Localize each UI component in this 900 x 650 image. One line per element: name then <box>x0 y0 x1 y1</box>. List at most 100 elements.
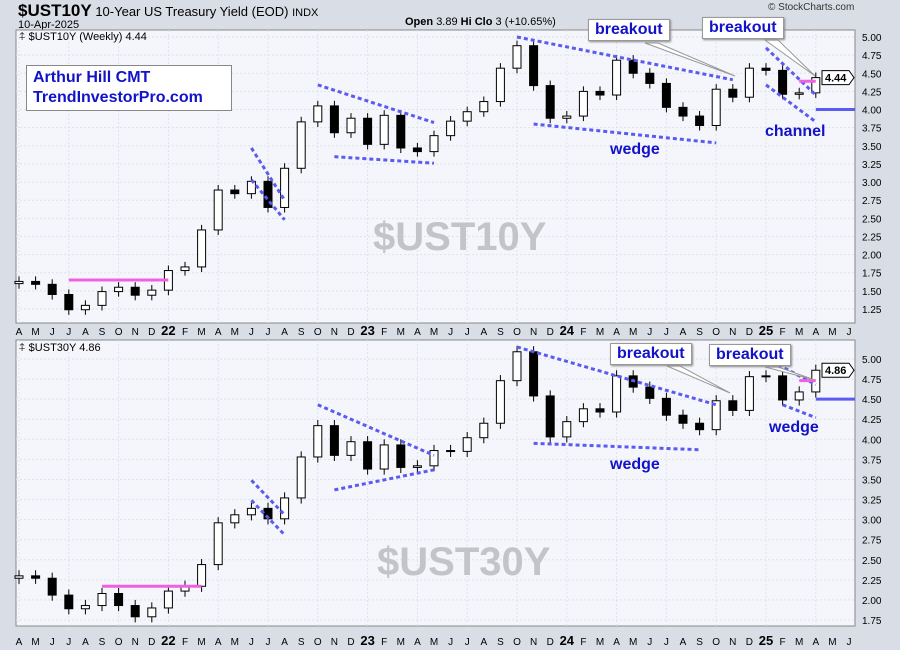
candle-body <box>545 85 555 119</box>
candle-body <box>562 421 572 438</box>
candle-body <box>280 167 290 208</box>
x-tick-label: D <box>547 637 554 648</box>
x-tick-label: O <box>115 327 123 338</box>
x-tick-label: F <box>580 637 586 648</box>
candle-body <box>761 67 771 71</box>
candle-body <box>313 425 323 458</box>
candle-body <box>744 376 754 411</box>
plot-area <box>15 339 856 627</box>
x-tick-label: J <box>465 637 470 648</box>
candle-body <box>412 147 422 153</box>
candle-body <box>744 67 754 98</box>
x-tick-label: N <box>132 327 139 338</box>
x-tick-label: J <box>249 327 254 338</box>
x-tick-label: N <box>132 637 139 648</box>
candle-body <box>114 286 124 293</box>
callout-pointer <box>763 39 816 77</box>
candle-body <box>595 408 605 413</box>
candle-body <box>246 507 256 516</box>
author-name: Arthur Hill CMT <box>33 69 151 86</box>
candle-body <box>47 577 57 596</box>
candle-body <box>479 101 489 113</box>
x-tick-label: O <box>314 327 322 338</box>
x-tick-label: M <box>629 637 637 648</box>
panel-label-30y: ⍏ $UST30Y 4.86 <box>19 342 101 355</box>
candle-body <box>429 450 439 467</box>
x-tick-label: D <box>148 637 155 648</box>
trend-line <box>334 155 435 165</box>
x-tick-label: M <box>430 327 438 338</box>
candle-body <box>794 391 804 401</box>
x-tick-label: A <box>812 327 819 338</box>
y-tick-label: 4.50 <box>862 69 882 80</box>
candle-body <box>213 189 223 231</box>
trend-line <box>317 403 435 457</box>
x-tick-label: A <box>414 327 421 338</box>
last-value-tag <box>821 70 855 86</box>
x-tick-label: A <box>281 637 288 648</box>
x-tick-label: F <box>780 327 786 338</box>
panel-label-text: $UST30Y 4.86 <box>28 342 101 354</box>
x-tick-label: N <box>530 637 537 648</box>
x-tick-label: J <box>847 637 852 648</box>
candle-body <box>595 90 605 96</box>
x-tick-label: M <box>596 637 604 648</box>
x-tick-label: A <box>680 637 687 648</box>
chart-title: $UST10Y 10-Year US Treasury Yield (EOD) … <box>18 1 318 21</box>
candle-body <box>429 135 439 153</box>
x-tick-label: 24 <box>560 323 575 338</box>
author-box: Arthur Hill CMT TrendInvestorPro.com <box>26 65 232 111</box>
y-tick-label: 2.00 <box>862 596 882 607</box>
x-tick-label: M <box>828 637 836 648</box>
y-tick-label: 3.00 <box>862 516 882 527</box>
x-tick-label: M <box>596 327 604 338</box>
y-tick-label: 3.00 <box>862 178 882 189</box>
y-tick-label: 4.75 <box>862 51 882 62</box>
candle-body <box>545 395 555 438</box>
candle-body <box>529 351 539 397</box>
y-tick-label: 4.25 <box>862 87 882 98</box>
x-tick-label: D <box>746 327 753 338</box>
candle-body <box>346 441 356 456</box>
y-tick-label: 3.25 <box>862 496 882 507</box>
callout-pointer <box>764 366 816 381</box>
x-tick-label: A <box>680 327 687 338</box>
candle-body <box>64 293 74 311</box>
candle-body <box>213 522 223 566</box>
candle-body <box>811 77 821 94</box>
candle-body <box>562 115 572 119</box>
candle-body <box>446 120 456 137</box>
candle-body <box>695 115 705 126</box>
candle-body <box>578 90 588 117</box>
candle-body <box>778 375 788 401</box>
y-tick-label: 2.50 <box>862 556 882 567</box>
y-tick-label: 4.50 <box>862 395 882 406</box>
candle-body <box>114 592 124 607</box>
x-tick-label: O <box>115 637 123 648</box>
candle-body <box>130 605 140 618</box>
candle-body <box>396 114 406 149</box>
y-tick-label: 1.25 <box>862 305 882 316</box>
x-tick-label: A <box>16 327 23 338</box>
y-tick-label: 4.25 <box>862 415 882 426</box>
x-tick-label: J <box>448 327 453 338</box>
high-label: Hi <box>460 16 472 28</box>
candle-body <box>778 69 788 95</box>
x-tick-label: J <box>664 327 669 338</box>
candle-body <box>661 82 671 108</box>
y-tick-label: 2.25 <box>862 576 882 587</box>
label-wedge: wedge <box>610 456 660 473</box>
candle-body <box>246 180 256 195</box>
y-tick-label: 4.00 <box>862 435 882 446</box>
x-tick-label: S <box>99 637 106 648</box>
x-tick-label: S <box>497 637 504 648</box>
change-value: 3 (+10.65%) <box>495 16 556 28</box>
panel-label-10y: ⍏ $UST10Y (Weekly) 4.44 <box>19 31 147 44</box>
callout-breakout-3: breakout <box>610 343 692 365</box>
label-channel: channel <box>765 123 826 140</box>
candle-body <box>97 291 107 306</box>
y-tick-label: 5.00 <box>862 33 882 44</box>
y-tick-label: 2.25 <box>862 232 882 243</box>
x-tick-label: N <box>331 637 338 648</box>
